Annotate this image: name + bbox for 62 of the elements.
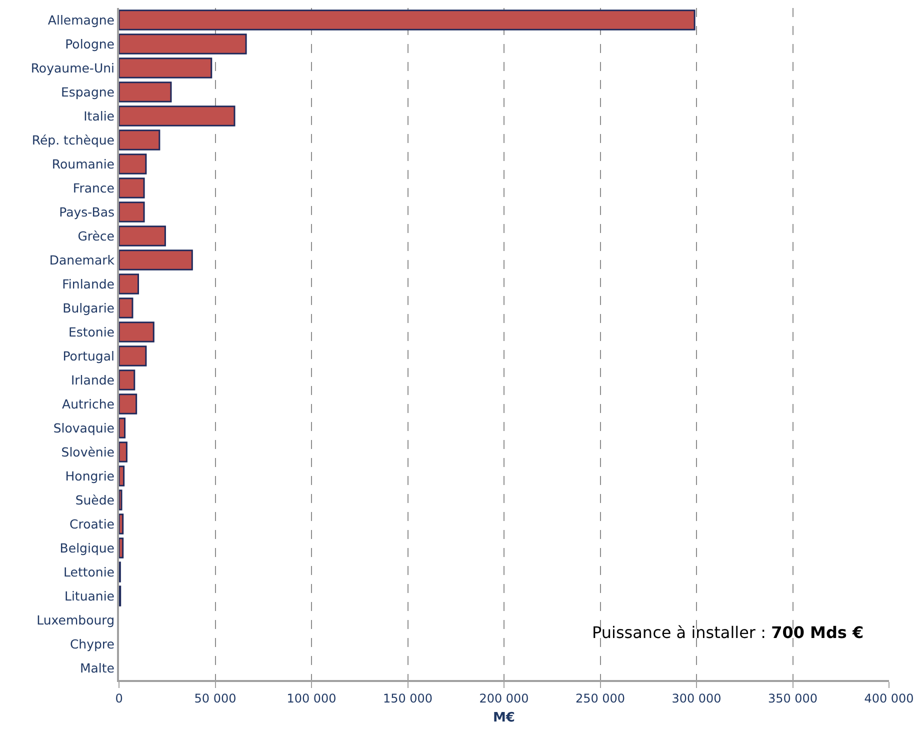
bar [119,394,138,414]
y-tick-label: Royaume-Uni [30,60,114,76]
bar [119,538,124,558]
bar [119,34,247,54]
y-tick-label: Belgique [60,540,115,556]
bar [119,298,134,318]
y-tick-label: Allemagne [48,12,115,28]
x-tick-label: 200 000 [479,691,529,706]
y-tick-label: Hongrie [65,468,115,484]
y-tick-label: Irlande [70,372,115,388]
x-tick-label: 50 000 [194,691,236,706]
y-tick-label: Roumanie [52,156,115,172]
y-tick-label: Bulgarie [62,300,115,316]
bar [119,82,172,102]
bar [119,490,122,510]
bar [119,418,126,438]
x-tick-label: 100 000 [286,691,336,706]
bar [119,514,124,534]
bar [119,370,136,390]
bar [119,250,193,270]
y-tick-label: Slovènie [61,444,115,460]
x-tick-label: 250 000 [575,691,626,706]
y-tick-label: Malte [80,660,115,676]
y-tick-label: Pologne [65,36,115,52]
bar [119,226,166,246]
y-tick-label: Pays-Bas [59,204,114,220]
x-tick-label: 0 [115,691,123,706]
y-tick-label: Lettonie [64,564,115,580]
y-tick-label: Slovaquie [53,420,115,436]
y-tick-label: Lituanie [64,588,115,604]
y-tick-label: Chypre [70,636,115,652]
bar [119,466,125,486]
y-tick-label: Luxembourg [36,612,114,628]
x-tick-label: 400 000 [864,691,914,706]
bar [119,322,154,342]
y-tick-label: Espagne [60,84,115,100]
x-tick-label: 150 000 [382,691,433,706]
y-tick-label: France [72,180,115,196]
bar [119,154,147,174]
x-tick-label: 300 000 [672,691,722,706]
y-tick-label: Portugal [62,348,114,364]
bar [119,346,147,366]
bar [119,106,236,126]
x-axis-title: M€ [493,710,515,726]
y-tick-label: Autriche [62,396,115,412]
annotation: Puissance à installer : 700 Mds € [592,623,864,642]
bar [119,274,139,294]
bar [119,442,128,462]
x-tick-label: 350 000 [768,691,818,706]
bar [119,130,160,150]
bar [119,178,145,198]
y-tick-label: Italie [84,108,115,124]
y-tick-label: Danemark [49,252,116,268]
bar [119,58,212,78]
bar [119,10,696,30]
bar [119,202,145,222]
y-tick-label: Grèce [78,228,115,244]
y-tick-label: Rép. tchèque [32,132,115,148]
y-tick-label: Suède [75,492,115,508]
y-tick-label: Estonie [68,324,115,340]
y-tick-label: Croatie [70,516,115,532]
y-tick-label: Finlande [62,276,115,292]
